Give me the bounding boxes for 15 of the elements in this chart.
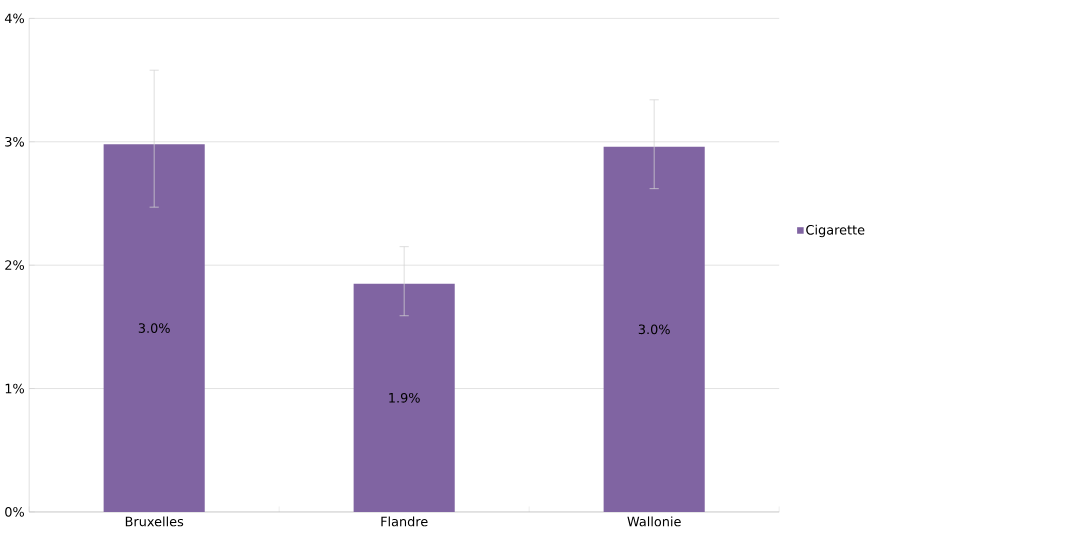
y-tick-label: 3% (5, 136, 24, 147)
x-tick-label: Bruxelles (125, 516, 184, 527)
legend-label: Cigarette (806, 224, 865, 238)
y-tick-label: 2% (5, 260, 24, 270)
bar (353, 283, 455, 512)
y-tick-label: 1% (5, 383, 24, 394)
data-label: 3.0% (138, 323, 170, 333)
bar (103, 144, 205, 512)
y-tick-label: 0% (5, 506, 24, 517)
data-label: 3.0% (638, 324, 670, 335)
x-tick-label: Wallonie (627, 516, 681, 527)
data-label: 1.9% (389, 392, 420, 403)
bar (603, 146, 705, 512)
y-tick-label: 4% (4, 13, 24, 24)
x-tick-label: Flandre (381, 516, 428, 527)
